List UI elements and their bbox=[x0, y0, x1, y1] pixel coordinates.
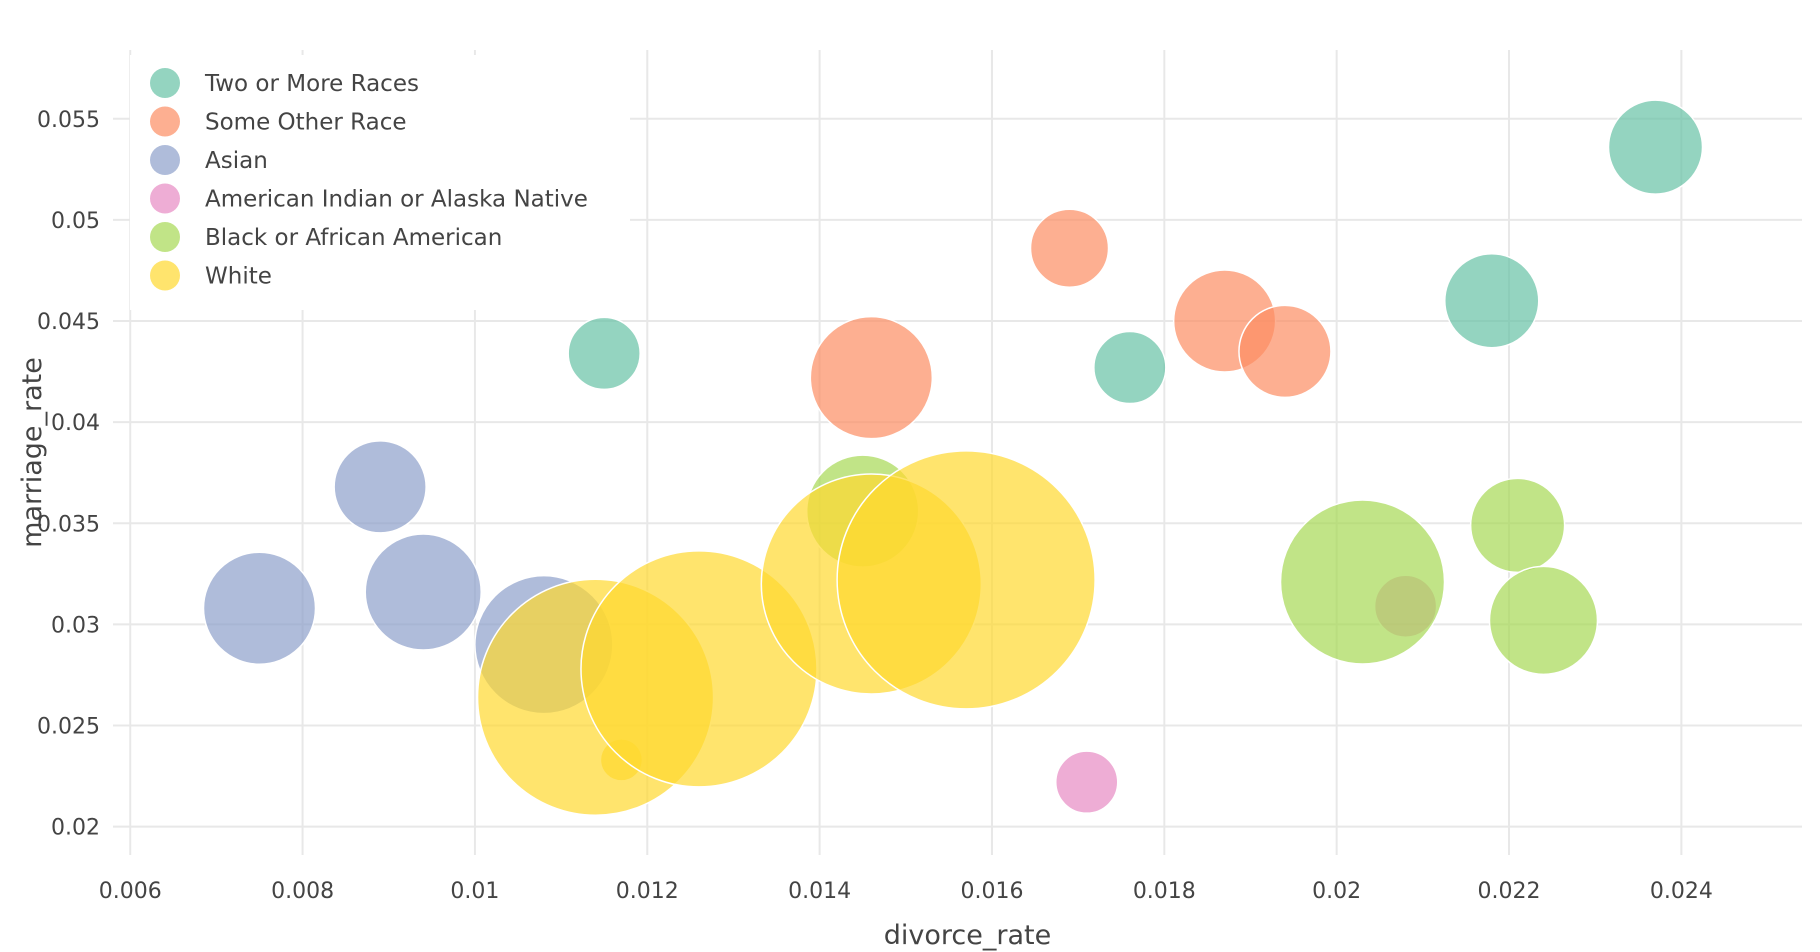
y-tick-label: 0.05 bbox=[51, 209, 100, 234]
y-tick-label: 0.045 bbox=[37, 310, 100, 335]
y-tick-label: 0.03 bbox=[51, 613, 100, 638]
bubble-point[interactable] bbox=[567, 316, 641, 391]
legend-label: American Indian or Alaska Native bbox=[205, 187, 588, 213]
legend-label: Asian bbox=[205, 148, 268, 174]
x-axis-ticks: 0.006 0.008 0.01 0.012 0.014 0.016 0.018 0.02 0.… bbox=[99, 879, 1713, 904]
legend-label: Some Other Race bbox=[205, 110, 407, 136]
bubble-point[interactable] bbox=[1093, 330, 1167, 405]
legend-item[interactable]: Two or More Races bbox=[150, 68, 419, 98]
legend-label: White bbox=[205, 264, 272, 290]
bubble-point[interactable] bbox=[809, 315, 934, 440]
bubble-point[interactable] bbox=[1055, 750, 1119, 814]
legend-label: Two or More Races bbox=[204, 71, 419, 97]
y-tick-label: 0.02 bbox=[51, 816, 100, 841]
x-axis-title: divorce_rate bbox=[884, 920, 1051, 951]
bubble-point[interactable] bbox=[1607, 99, 1704, 195]
x-tick-label: 0.02 bbox=[1312, 879, 1361, 904]
y-axis-title: marriage_rate bbox=[17, 357, 48, 548]
legend-item[interactable]: Black or African American bbox=[150, 222, 502, 252]
bubble-point[interactable] bbox=[364, 533, 482, 651]
y-tick-label: 0.04 bbox=[51, 411, 100, 436]
x-tick-label: 0.014 bbox=[788, 879, 851, 904]
legend: Two or More Races Some Other Race Asian Ame… bbox=[130, 55, 630, 310]
bubble-layer bbox=[202, 99, 1704, 816]
legend-marker bbox=[150, 145, 180, 175]
bubble-point[interactable] bbox=[1279, 499, 1446, 665]
legend-item[interactable]: Some Other Race bbox=[150, 106, 407, 137]
legend-background bbox=[130, 55, 630, 310]
legend-marker bbox=[150, 260, 180, 291]
y-tick-label: 0.055 bbox=[37, 108, 100, 133]
bubble-point[interactable] bbox=[333, 440, 427, 534]
y-tick-label: 0.025 bbox=[37, 715, 100, 740]
bubble-point[interactable] bbox=[1029, 208, 1110, 288]
bubble-point[interactable] bbox=[1469, 477, 1566, 574]
legend-marker bbox=[150, 106, 180, 137]
legend-marker bbox=[150, 68, 180, 98]
x-tick-label: 0.016 bbox=[960, 879, 1023, 904]
x-tick-label: 0.024 bbox=[1650, 879, 1713, 904]
bubble-point[interactable] bbox=[836, 450, 1096, 710]
legend-marker bbox=[150, 222, 180, 252]
legend-item[interactable]: Asian bbox=[150, 145, 268, 175]
bubble-point[interactable] bbox=[1444, 253, 1540, 349]
y-tick-label: 0.035 bbox=[37, 512, 100, 537]
bubble-point[interactable] bbox=[202, 551, 317, 665]
legend-marker bbox=[150, 183, 180, 214]
y-axis-ticks: 0.02 0.025 0.03 0.035 0.04 0.045 0.05 0.055 bbox=[37, 108, 100, 841]
x-tick-label: 0.018 bbox=[1133, 879, 1196, 904]
legend-label: Black or African American bbox=[205, 225, 502, 251]
x-tick-label: 0.01 bbox=[450, 879, 499, 904]
legend-item[interactable]: White bbox=[150, 260, 272, 291]
legend-item[interactable]: American Indian or Alaska Native bbox=[150, 183, 588, 214]
x-tick-label: 0.022 bbox=[1478, 879, 1541, 904]
x-tick-label: 0.006 bbox=[99, 879, 162, 904]
bubble-point[interactable] bbox=[1238, 304, 1332, 399]
bubble-point[interactable] bbox=[1488, 565, 1599, 676]
x-tick-label: 0.012 bbox=[616, 879, 679, 904]
x-tick-label: 0.008 bbox=[271, 879, 334, 904]
